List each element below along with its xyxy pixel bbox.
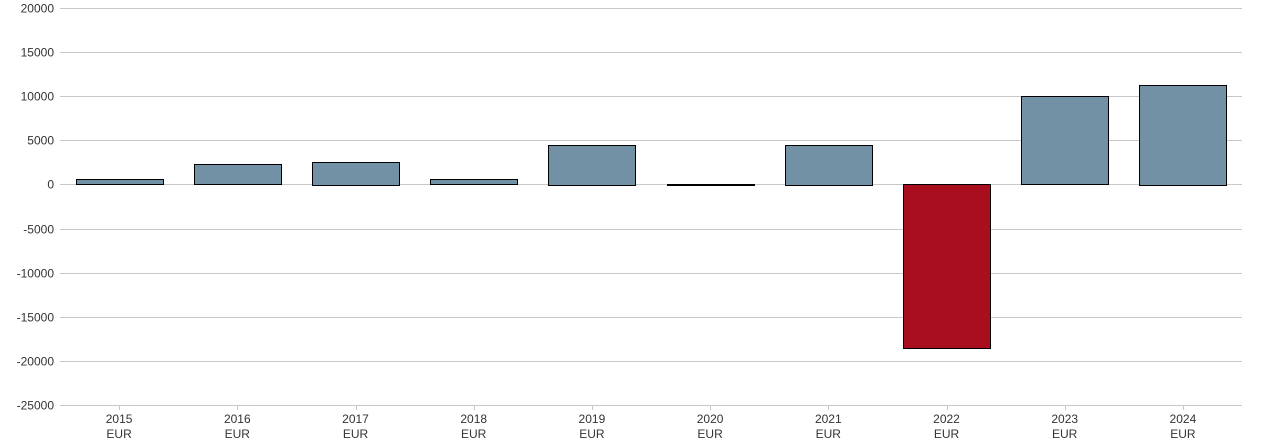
y-axis-ticks: 20000 15000 10000 5000 0 -5000 -10000 -15000 -20… (17, 2, 55, 413)
x-tick-label: 2017 (342, 412, 369, 426)
x-tick-sublabel: EUR (697, 427, 723, 441)
bar-2021 (785, 145, 873, 186)
x-tick-label: 2015 (106, 412, 133, 426)
y-tick-label: 15000 (21, 46, 55, 60)
x-tick-label: 2021 (815, 412, 842, 426)
x-tick-sublabel: EUR (461, 427, 487, 441)
y-tick-label: -25000 (17, 399, 55, 413)
x-tick-sublabel: EUR (816, 427, 842, 441)
grid-layer (60, 8, 1242, 406)
bar-2017 (312, 162, 400, 186)
bar-2022 (903, 184, 991, 349)
x-tick-sublabel: EUR (1170, 427, 1196, 441)
y-tick-label: -15000 (17, 311, 55, 325)
x-tick-label: 2018 (460, 412, 487, 426)
x-tick-label: 2023 (1051, 412, 1078, 426)
y-tick-label: 10000 (21, 90, 55, 104)
x-tick-sublabel: EUR (106, 427, 132, 441)
y-tick-label: -20000 (17, 355, 55, 369)
x-tick-label: 2016 (224, 412, 251, 426)
x-tick-sublabel: EUR (934, 427, 960, 441)
y-tick-label: 5000 (27, 134, 54, 148)
x-tick-label: 2024 (1170, 412, 1197, 426)
y-tick-label: 0 (47, 178, 54, 192)
bar-2016 (194, 164, 282, 185)
y-tick-label: -5000 (23, 223, 54, 237)
x-tick-sublabel: EUR (225, 427, 251, 441)
bar-2023 (1021, 96, 1109, 185)
x-tick-sublabel: EUR (343, 427, 369, 441)
bar-2024 (1139, 85, 1227, 186)
bar-2018 (430, 179, 518, 185)
bar-2020 (667, 184, 755, 186)
x-tick-label: 2019 (579, 412, 606, 426)
x-tick-label: 2022 (933, 412, 960, 426)
y-tick-label: 20000 (21, 2, 55, 16)
bars (76, 85, 1227, 349)
y-tick-label: -10000 (17, 267, 55, 281)
bar-2019 (548, 145, 636, 186)
bar-2015 (76, 179, 164, 185)
x-tick-sublabel: EUR (1052, 427, 1078, 441)
x-tick-label: 2020 (697, 412, 724, 426)
x-tick-sublabel: EUR (579, 427, 605, 441)
x-axis-ticks: 2015EUR2016EUR2017EUR2018EUR2019EUR2020E… (106, 405, 1197, 441)
